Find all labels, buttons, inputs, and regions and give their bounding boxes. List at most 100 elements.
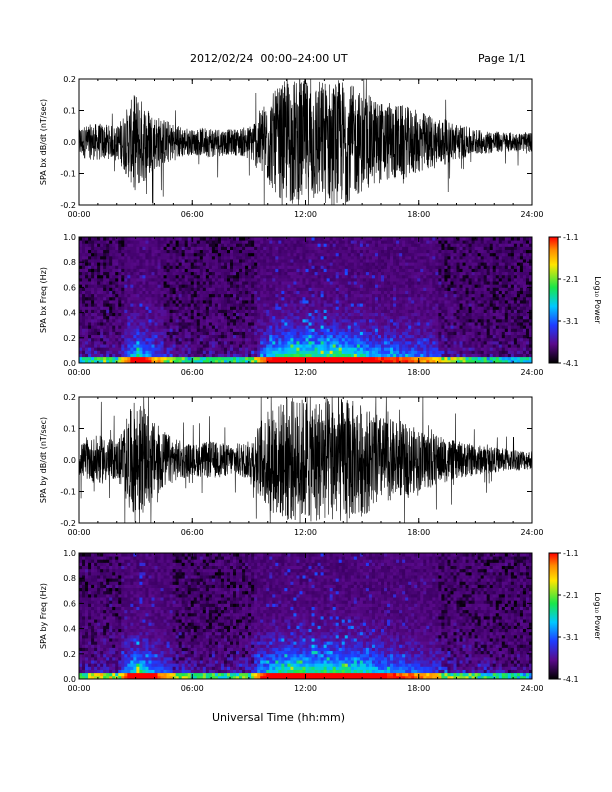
spectrogram-1: [79, 237, 533, 364]
spectrogram-cell: [320, 309, 325, 313]
spectrogram-cell: [82, 328, 86, 332]
spectrogram-cell: [417, 271, 421, 276]
spectrogram-cell: [326, 322, 331, 326]
spectrogram-cell: [184, 240, 189, 244]
spectrogram-cell: [133, 344, 137, 348]
spectrogram-cell: [109, 350, 113, 354]
spectrogram-cell: [353, 265, 358, 269]
spectrogram-cell: [109, 356, 113, 361]
spectrogram-cell: [151, 293, 155, 298]
spectrogram-cell: [287, 359, 291, 364]
spectrogram-cell: [82, 271, 86, 276]
spectrogram-cell: [368, 356, 373, 361]
spectrogram-cell: [175, 268, 180, 273]
spectrogram-cell: [402, 356, 406, 361]
spectrogram-cell: [142, 240, 146, 244]
spectrogram-cell: [329, 271, 334, 276]
spectrogram-cell: [396, 312, 400, 317]
spectrogram-cell: [405, 259, 409, 263]
spectrogram-cell: [230, 252, 234, 257]
spectrogram-cell: [112, 356, 116, 361]
spectrogram-cell: [233, 268, 237, 273]
spectrogram-cell: [332, 340, 337, 345]
spectrogram-cell: [426, 237, 430, 241]
spectrogram-cell: [193, 359, 198, 364]
spectrogram-cell: [242, 255, 246, 260]
spectrogram-cell: [344, 315, 349, 320]
spectrogram-cell: [368, 347, 373, 351]
spectrogram-cell: [145, 306, 149, 310]
spectrogram-cell: [160, 356, 164, 361]
spectrogram-cell: [393, 312, 397, 317]
spectrogram-cell: [91, 300, 95, 304]
spectrogram-cell: [350, 281, 355, 285]
spectrogram-cell: [290, 353, 294, 358]
spectrogram-cell: [293, 268, 297, 273]
spectrogram-cell: [214, 315, 219, 320]
spectrogram-cell: [91, 287, 95, 291]
spectrogram-cell: [332, 240, 337, 244]
spectrogram-cell: [323, 268, 328, 273]
spectrogram-cell: [287, 315, 291, 320]
spectrogram-cell: [362, 359, 367, 364]
spectrogram-cell: [94, 274, 98, 279]
spectrogram-cell: [112, 249, 116, 254]
spectrogram-cell: [287, 274, 291, 279]
spectrogram-cell: [453, 290, 457, 295]
spectrogram-cell: [275, 268, 279, 273]
spectrogram-cell: [199, 268, 204, 273]
spectrogram-cell: [393, 293, 397, 298]
spectrogram-cell: [166, 277, 170, 282]
spectrogram-cell: [344, 328, 349, 332]
spectrogram-cell: [323, 318, 328, 323]
spectrogram-cell: [121, 337, 125, 342]
spectrogram-cell: [85, 318, 89, 323]
spectrogram-cell: [353, 293, 358, 298]
spectrogram-cell: [94, 353, 98, 358]
spectrogram-cell: [205, 344, 210, 348]
spectrogram-cell: [236, 325, 240, 329]
spectrogram-cell: [353, 306, 358, 310]
spectrogram-cell: [248, 290, 252, 295]
spectrogram-cell: [178, 309, 183, 313]
spectrogram-cell: [118, 237, 122, 241]
spectrogram-cell: [251, 246, 255, 250]
spectrogram-cell: [344, 344, 349, 348]
spectrogram-cell: [184, 296, 189, 301]
spectrogram-cell: [260, 290, 264, 295]
spectrogram-cell: [88, 240, 92, 244]
spectrogram-cell: [429, 277, 433, 282]
spectrogram-cell: [284, 265, 288, 269]
spectrogram-cell: [417, 274, 421, 279]
spectrogram-cell: [356, 312, 361, 317]
spectrogram-cell: [257, 322, 261, 326]
spectrogram-cell: [341, 337, 346, 342]
spectrogram-cell: [362, 259, 367, 263]
spectrogram-cell: [127, 350, 131, 354]
spectrogram-cell: [124, 350, 128, 354]
spectrogram-cell: [296, 268, 300, 273]
spectrogram-cell: [374, 318, 379, 323]
spectrogram-cell: [423, 287, 427, 291]
spectrogram-cell: [115, 331, 119, 336]
spectrogram-cell: [242, 277, 246, 282]
spectrogram-cell: [154, 312, 158, 317]
spectrogram-cell: [432, 325, 436, 329]
spectrogram-cell: [97, 340, 101, 345]
spectrogram-cell: [447, 315, 451, 320]
spectrogram-cell: [350, 293, 355, 298]
spectrogram-cell: [396, 337, 400, 342]
spectrogram-cell: [444, 306, 448, 310]
spectrogram-cell: [130, 322, 134, 326]
spectrogram-cell: [236, 315, 240, 320]
spectrogram-cell: [178, 353, 183, 358]
spectrogram-cell: [299, 322, 303, 326]
spectrogram-cell: [226, 337, 231, 342]
spectrogram-cell: [368, 350, 373, 354]
spectrogram-cell: [157, 334, 161, 339]
spectrogram-cell: [257, 271, 261, 276]
spectrogram-cell: [447, 312, 451, 317]
spectrogram-cell: [124, 243, 128, 247]
spectrogram-cell: [136, 328, 140, 332]
spectrogram-cell: [172, 293, 177, 298]
